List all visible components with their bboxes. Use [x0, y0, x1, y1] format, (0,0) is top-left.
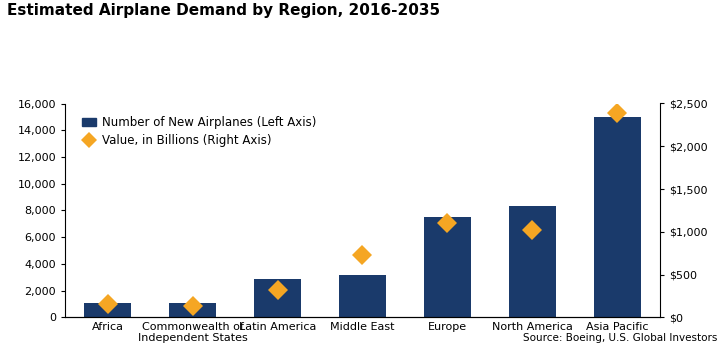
Text: Source: Boeing, U.S. Global Investors: Source: Boeing, U.S. Global Investors	[523, 333, 718, 343]
Legend: Number of New Airplanes (Left Axis), Value, in Billions (Right Axis): Number of New Airplanes (Left Axis), Val…	[77, 111, 321, 152]
Bar	[169, 303, 216, 317]
Bar	[424, 217, 471, 317]
Text: Estimated Airplane Demand by Region, 2016-2035: Estimated Airplane Demand by Region, 201…	[7, 3, 440, 18]
Bar	[339, 275, 386, 317]
Bar	[84, 303, 131, 317]
Bar	[509, 206, 555, 317]
Bar	[594, 117, 641, 317]
Bar	[254, 279, 301, 317]
